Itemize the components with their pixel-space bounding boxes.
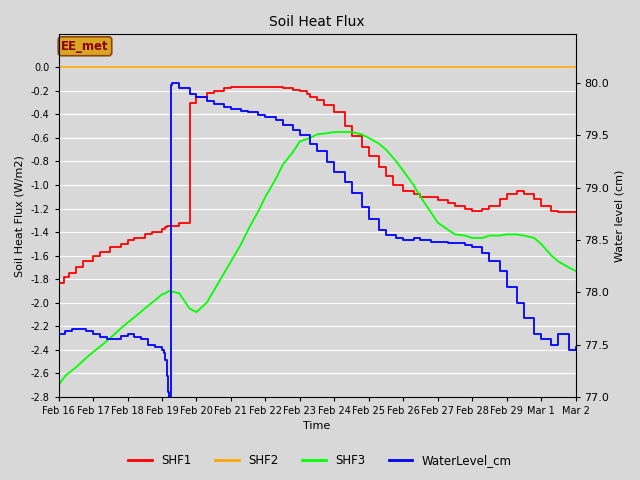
- Legend: SHF1, SHF2, SHF3, WaterLevel_cm: SHF1, SHF2, SHF3, WaterLevel_cm: [124, 449, 516, 472]
- Text: EE_met: EE_met: [61, 40, 109, 53]
- Y-axis label: Water level (cm): Water level (cm): [615, 169, 625, 262]
- X-axis label: Time: Time: [303, 421, 331, 432]
- Title: Soil Heat Flux: Soil Heat Flux: [269, 15, 365, 29]
- Y-axis label: Soil Heat Flux (W/m2): Soil Heat Flux (W/m2): [15, 155, 25, 276]
